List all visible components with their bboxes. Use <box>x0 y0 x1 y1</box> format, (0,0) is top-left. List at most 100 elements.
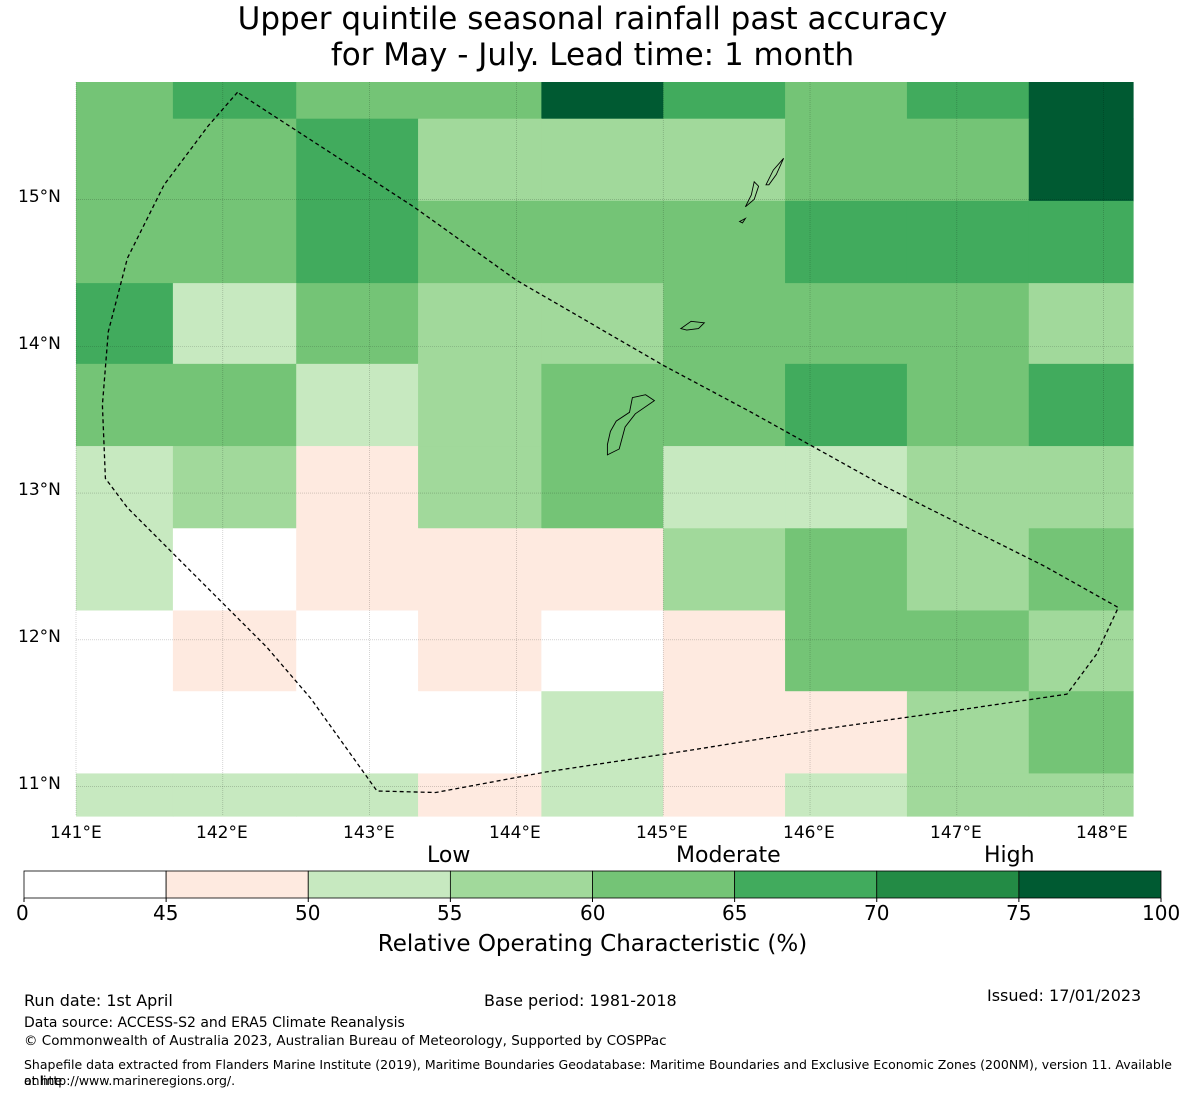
roc-cell <box>296 118 419 202</box>
colorbar-segment <box>592 870 736 899</box>
roc-cell <box>296 446 419 529</box>
roc-cell <box>785 610 908 692</box>
roc-cell <box>76 773 174 817</box>
lon-label-147e: 147°E <box>930 823 982 843</box>
roc-cell <box>541 528 664 612</box>
roc-cell <box>663 691 786 775</box>
roc-cell <box>663 200 786 284</box>
roc-cell <box>296 691 419 775</box>
roc-cell <box>541 773 664 817</box>
lat-label-14n: 14°N <box>18 334 61 354</box>
roc-cell <box>663 283 786 365</box>
roc-cell <box>418 773 542 817</box>
roc-cell <box>785 200 908 284</box>
colorbar-label: Relative Operating Characteristic (%) <box>377 931 808 957</box>
roc-cell <box>785 363 908 447</box>
shapefile-credit-line2: at http://www.marineregions.org/. <box>24 1073 236 1088</box>
category-moderate: Moderate <box>676 843 781 868</box>
roc-cell <box>541 118 664 202</box>
roc-cell <box>785 691 908 775</box>
roc-cell <box>906 283 1030 365</box>
colorbar-segment <box>1018 870 1162 899</box>
roc-cell <box>663 773 786 817</box>
roc-cell <box>1028 118 1134 202</box>
shapefile-credit-line1: Shapefile data extracted from Flanders M… <box>24 1057 1172 1088</box>
roc-cell <box>663 610 786 692</box>
roc-cell <box>172 610 297 692</box>
chart-title-line1: Upper quintile seasonal rainfall past ac… <box>237 1 948 37</box>
roc-cell <box>541 82 664 120</box>
roc-cell <box>1028 610 1134 692</box>
island-coastline <box>606 394 656 456</box>
data-source: Data source: ACCESS-S2 and ERA5 Climate … <box>24 1015 405 1031</box>
roc-cell <box>906 528 1030 612</box>
lon-label-143e: 143°E <box>343 823 395 843</box>
roc-cell <box>76 363 174 447</box>
colorbar-tick-70: 70 <box>864 901 890 925</box>
roc-cell <box>76 528 174 612</box>
colorbar-segment <box>876 870 1020 899</box>
roc-cell <box>541 610 664 692</box>
chart-title-line2: for May - July. Lead time: 1 month <box>330 37 855 73</box>
roc-cell <box>906 363 1030 447</box>
roc-cell <box>663 118 786 202</box>
lat-label-15n: 15°N <box>18 187 61 207</box>
roc-cell <box>1028 446 1134 529</box>
roc-cell <box>785 82 908 120</box>
roc-cell <box>418 363 542 447</box>
roc-cell <box>296 82 419 120</box>
roc-cell <box>172 773 297 817</box>
roc-cell <box>785 118 908 202</box>
colorbar-segment <box>449 870 593 899</box>
island-coastline <box>744 180 760 208</box>
issued-date: Issued: 17/01/2023 <box>987 986 1142 1005</box>
roc-cell <box>663 446 786 529</box>
lon-label-142e: 142°E <box>196 823 248 843</box>
roc-cell <box>418 610 542 692</box>
roc-cell <box>296 363 419 447</box>
roc-cell <box>1028 200 1134 284</box>
roc-cell <box>906 118 1030 202</box>
island-coastline <box>679 320 706 331</box>
colorbar-tick-60: 60 <box>580 901 606 925</box>
roc-cell <box>906 773 1030 817</box>
island-coastline <box>765 158 785 186</box>
island-coastline <box>738 217 747 224</box>
colorbar-tick-45: 45 <box>153 901 179 925</box>
lat-label-13n: 13°N <box>18 480 61 500</box>
roc-cell <box>418 691 542 775</box>
roc-cell <box>76 691 174 775</box>
category-low: Low <box>427 843 471 868</box>
roc-cell <box>76 118 174 202</box>
roc-cell <box>172 82 297 120</box>
roc-cell <box>663 528 786 612</box>
roc-cell <box>906 691 1030 775</box>
roc-cell <box>541 363 664 447</box>
colorbar-tick-0: 0 <box>16 901 29 925</box>
roc-cell <box>172 200 297 284</box>
lat-label-12n: 12°N <box>18 627 61 647</box>
roc-cell <box>1028 82 1134 120</box>
roc-cell <box>172 446 297 529</box>
roc-cell <box>663 82 786 120</box>
roc-cell <box>172 283 297 365</box>
roc-cell <box>76 610 174 692</box>
copyright: © Commonwealth of Australia 2023, Austra… <box>24 1033 667 1049</box>
roc-cell <box>906 610 1030 692</box>
roc-cell <box>1028 283 1134 365</box>
eez-boundary <box>101 91 1120 794</box>
base-period: Base period: 1981-2018 <box>484 991 677 1010</box>
roc-cell <box>418 200 542 284</box>
roc-cell <box>296 528 419 612</box>
roc-cell <box>906 446 1030 529</box>
lon-label-145e: 145°E <box>636 823 688 843</box>
lon-label-141e: 141°E <box>50 823 102 843</box>
roc-cell <box>1028 363 1134 447</box>
roc-cell <box>1028 691 1134 775</box>
roc-cell <box>172 691 297 775</box>
roc-cell <box>418 118 542 202</box>
roc-cell <box>76 446 174 529</box>
colorbar-segment <box>23 870 167 899</box>
lon-label-144e: 144°E <box>489 823 541 843</box>
